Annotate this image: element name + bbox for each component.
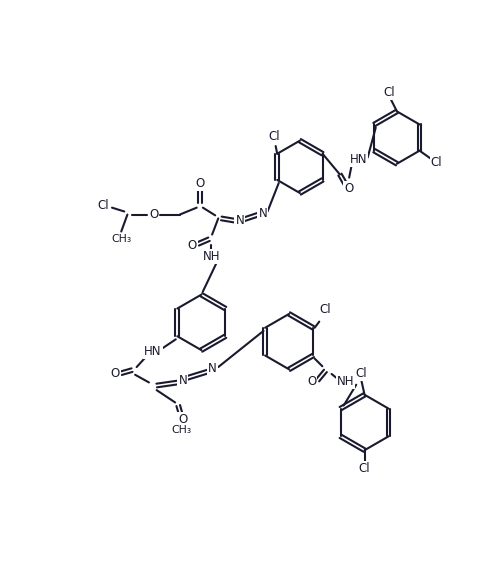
Text: HN: HN: [144, 345, 162, 358]
Text: NH: NH: [203, 250, 221, 263]
Text: Cl: Cl: [356, 366, 367, 380]
Text: O: O: [178, 413, 187, 426]
Text: Cl: Cl: [384, 86, 395, 100]
Text: O: O: [187, 239, 197, 252]
Text: N: N: [259, 207, 267, 220]
Text: Cl: Cl: [431, 156, 443, 170]
Text: Cl: Cl: [268, 130, 280, 143]
Text: O: O: [195, 176, 205, 189]
Text: Cl: Cl: [97, 199, 108, 212]
Text: N: N: [208, 362, 217, 375]
Text: HN: HN: [350, 152, 367, 166]
Text: NH: NH: [337, 375, 354, 388]
Text: Cl: Cl: [359, 462, 370, 475]
Text: CH₃: CH₃: [171, 425, 192, 435]
Text: N: N: [235, 215, 244, 227]
Text: Cl: Cl: [320, 303, 331, 316]
Text: O: O: [110, 366, 120, 380]
Text: O: O: [307, 375, 316, 388]
Text: N: N: [178, 374, 187, 387]
Text: CH₃: CH₃: [111, 234, 132, 244]
Text: O: O: [149, 208, 158, 221]
Text: O: O: [345, 182, 354, 195]
